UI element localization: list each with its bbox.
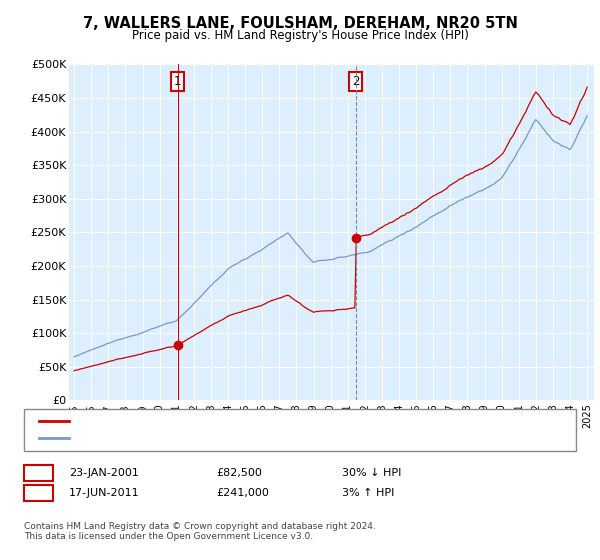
Text: 7, WALLERS LANE, FOULSHAM, DEREHAM, NR20 5TN: 7, WALLERS LANE, FOULSHAM, DEREHAM, NR20… <box>83 16 517 31</box>
Text: 2: 2 <box>352 74 359 88</box>
Text: 23-JAN-2001: 23-JAN-2001 <box>69 468 139 478</box>
Text: £241,000: £241,000 <box>216 488 269 498</box>
Text: 30% ↓ HPI: 30% ↓ HPI <box>342 468 401 478</box>
Text: £82,500: £82,500 <box>216 468 262 478</box>
Text: 1: 1 <box>35 466 42 480</box>
Text: 3% ↑ HPI: 3% ↑ HPI <box>342 488 394 498</box>
Text: 17-JUN-2011: 17-JUN-2011 <box>69 488 140 498</box>
Text: HPI: Average price, detached house, Broadland: HPI: Average price, detached house, Broa… <box>72 433 307 443</box>
Text: Contains HM Land Registry data © Crown copyright and database right 2024.
This d: Contains HM Land Registry data © Crown c… <box>24 522 376 542</box>
Text: 1: 1 <box>174 74 182 88</box>
Text: 7, WALLERS LANE, FOULSHAM, DEREHAM, NR20 5TN (detached house): 7, WALLERS LANE, FOULSHAM, DEREHAM, NR20… <box>72 416 426 426</box>
Text: Price paid vs. HM Land Registry's House Price Index (HPI): Price paid vs. HM Land Registry's House … <box>131 29 469 42</box>
Text: 2: 2 <box>35 486 42 500</box>
